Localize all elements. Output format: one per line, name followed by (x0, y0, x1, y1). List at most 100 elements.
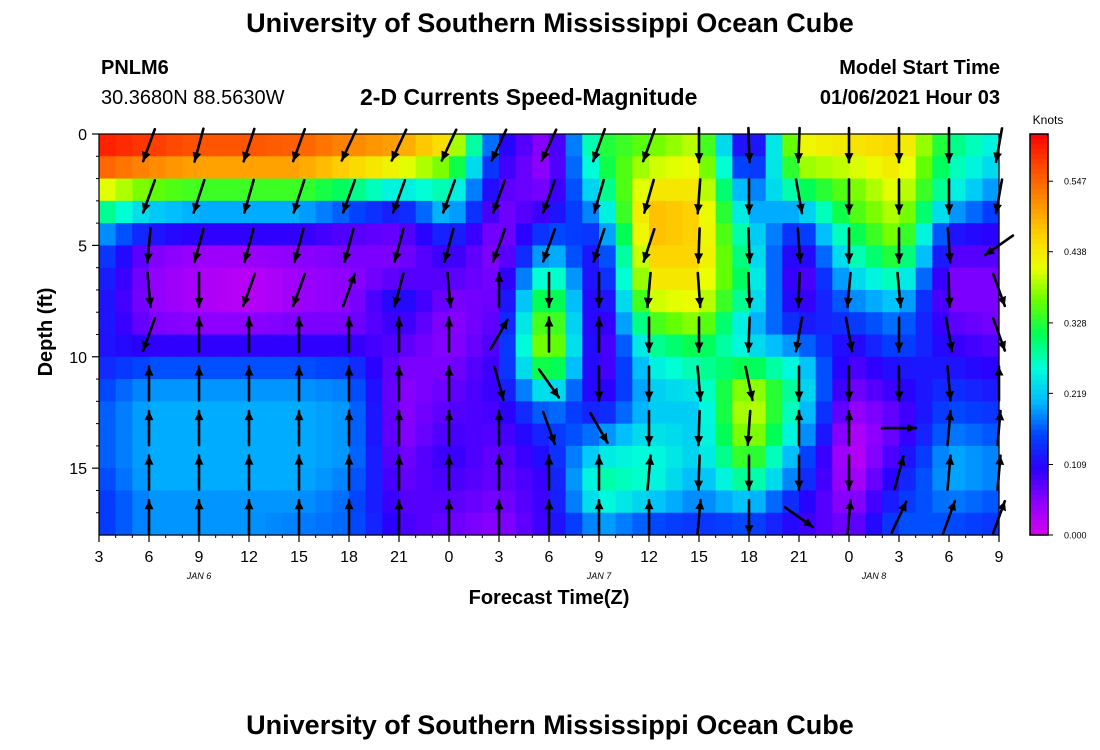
heatmap-cell (382, 267, 400, 291)
heatmap-cell (965, 156, 983, 180)
heatmap-cell (232, 178, 250, 202)
heatmap-cell (765, 223, 783, 246)
current-vector-arrow (144, 365, 154, 402)
heatmap-cell (965, 134, 983, 157)
heatmap-cell (149, 334, 167, 358)
heatmap-cell (299, 356, 317, 380)
heatmap-cell (99, 423, 117, 447)
heatmap-cell (865, 468, 883, 492)
heatmap-cell (865, 245, 883, 269)
heatmap-cell (449, 267, 467, 291)
heatmap-cell (932, 334, 950, 358)
heatmap-cell (632, 178, 650, 202)
heatmap-cell (349, 423, 367, 447)
heatmap-cell (382, 223, 400, 246)
heatmap-cell (215, 178, 233, 202)
heatmap-cell (282, 423, 300, 447)
heatmap-cell (749, 245, 767, 269)
heatmap-cell (315, 200, 333, 224)
colorbar-segment (1030, 224, 1048, 230)
heatmap-cell (732, 289, 750, 313)
heatmap-cell (949, 223, 967, 246)
current-vector-arrow (794, 365, 804, 402)
heatmap-cell (565, 401, 583, 425)
colorbar-segment (1030, 269, 1048, 275)
heatmap-cell (499, 356, 517, 380)
heatmap-cell (115, 200, 133, 224)
heatmap-cell (165, 401, 183, 425)
heatmap-cell (132, 289, 150, 313)
heatmap-cell (899, 379, 917, 402)
heatmap-cell (632, 245, 650, 269)
heatmap-cell (232, 312, 250, 336)
heatmap-cell (915, 134, 933, 157)
heatmap-cell (682, 223, 700, 246)
heatmap-cell (982, 490, 1000, 514)
heatmap-cell (449, 245, 467, 269)
heatmap-cell (532, 312, 550, 336)
heatmap-cell (99, 200, 117, 224)
current-vector-arrow (342, 227, 355, 264)
heatmap-cell (965, 379, 983, 402)
heatmap-cell (165, 490, 183, 514)
heatmap-cell (149, 512, 167, 536)
heatmap-cell (882, 267, 900, 291)
heatmap-cell (699, 401, 717, 425)
heatmap-cell (315, 468, 333, 492)
current-vector-arrow (141, 179, 157, 214)
heatmap-cell (399, 334, 417, 358)
heatmap-cell (499, 423, 517, 447)
heatmap-cell (315, 423, 333, 447)
heatmap-cell (799, 134, 817, 157)
heatmap-cell (849, 178, 867, 202)
heatmap-cell (515, 334, 533, 358)
heatmap-cell (665, 512, 683, 536)
current-vector-arrow (490, 128, 508, 162)
current-vector-arrow (594, 498, 604, 536)
heatmap-cell (282, 267, 300, 291)
heatmap-cell (249, 490, 267, 514)
y-tick-label: 0 (78, 127, 87, 144)
heatmap-cell (415, 200, 433, 224)
heatmap-cell (165, 512, 183, 536)
heatmap-cell (432, 178, 450, 202)
heatmap-cell (182, 423, 200, 447)
heatmap-cell (899, 312, 917, 336)
heatmap-cell (432, 223, 450, 246)
heatmap-cell (682, 267, 700, 291)
heatmap-cell (615, 334, 633, 358)
heatmap-cell (232, 468, 250, 492)
heatmap-cell (915, 356, 933, 380)
heatmap-cell (615, 379, 633, 402)
colorbar-segment (1030, 354, 1048, 361)
heatmap-cell (482, 468, 500, 492)
heatmap-cell (499, 223, 517, 246)
heatmap-cell (132, 490, 150, 514)
heatmap-cell (549, 267, 567, 291)
heatmap-cell (765, 267, 783, 291)
colorbar-segment (1030, 144, 1048, 150)
x-tick-label: 6 (145, 549, 154, 566)
heatmap-cell (882, 334, 900, 358)
heatmap-cell (115, 423, 133, 447)
heatmap-cell (482, 178, 500, 202)
current-vector-arrow (294, 365, 304, 402)
heatmap-cell (949, 468, 967, 492)
heatmap-cell (799, 468, 817, 492)
heatmap-cell (132, 223, 150, 246)
heatmap-cell (832, 512, 850, 536)
heatmap-cell (849, 267, 867, 291)
heatmap-cell (415, 379, 433, 402)
current-vector-arrow (341, 179, 357, 214)
heatmap-cell (965, 468, 983, 492)
heatmap-cell (399, 490, 417, 514)
colorbar-segment (1030, 229, 1048, 235)
heatmap-cell (682, 468, 700, 492)
heatmap-cell (865, 134, 883, 157)
current-vector-arrow (144, 498, 154, 536)
colorbar-segment (1030, 169, 1048, 175)
heatmap-cell (215, 289, 233, 313)
heatmap-cell (749, 178, 767, 202)
heatmap-cell (499, 445, 517, 469)
heatmap-cell (115, 334, 133, 358)
